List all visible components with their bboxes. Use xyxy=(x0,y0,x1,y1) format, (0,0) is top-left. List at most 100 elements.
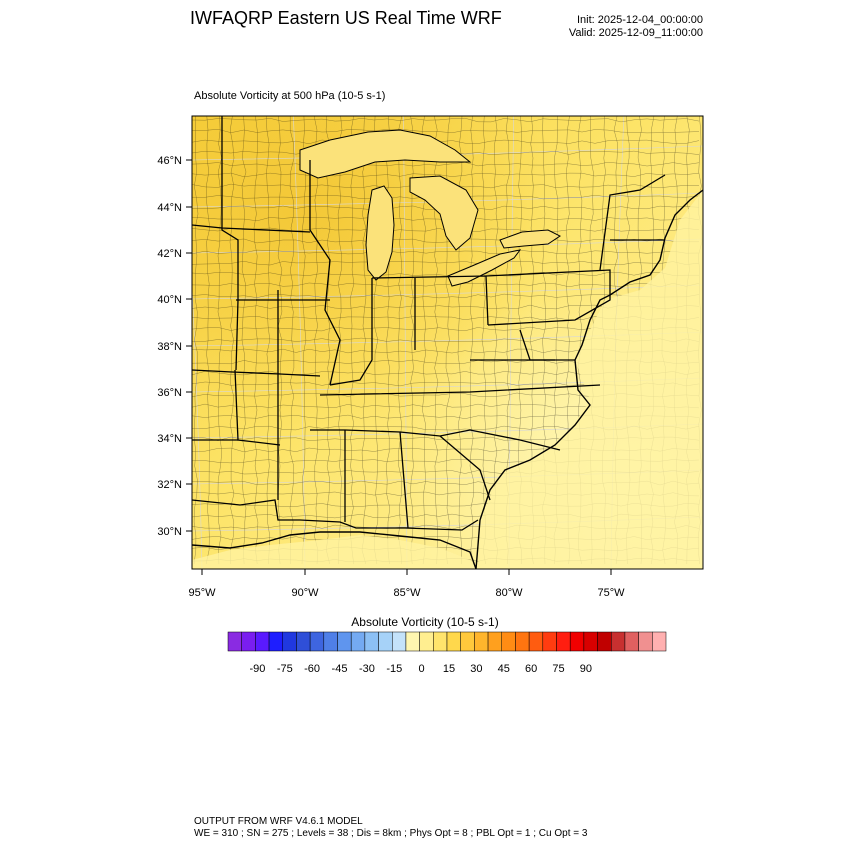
county-line xyxy=(266,116,271,565)
colorbar-swatch xyxy=(392,631,407,652)
colorbar-tick-label: 15 xyxy=(443,663,455,675)
county-line xyxy=(337,116,343,565)
colorbar-swatch xyxy=(255,631,270,652)
county-line xyxy=(325,116,331,565)
colorbar-swatch xyxy=(364,631,379,652)
county-line xyxy=(397,116,403,565)
latitude-axis: 46°N 44°N 42°N 40°N 38°N 36°N 34°N 32°N 30°N xyxy=(157,155,192,538)
colorbar-tick-label: -15 xyxy=(386,663,402,675)
lat-gridline xyxy=(192,238,703,254)
county-line xyxy=(192,227,700,233)
colorbar-swatch xyxy=(583,631,598,652)
lake-huron xyxy=(409,175,479,251)
colorbar-swatch xyxy=(282,631,297,652)
county-line xyxy=(192,162,700,167)
lat-label: 40°N xyxy=(157,294,182,306)
colorbar-tick-label: -75 xyxy=(277,663,293,675)
colorbar-tick-label: 75 xyxy=(552,663,564,675)
county-line xyxy=(469,116,474,565)
county-line xyxy=(386,116,390,565)
longitude-axis: 95°W 90°W 85°W 80°W 75°W xyxy=(188,569,625,599)
lat-label: 36°N xyxy=(157,387,182,399)
lon-label: 85°W xyxy=(393,587,421,599)
colorbar-swatch xyxy=(227,631,242,652)
lat-label: 30°N xyxy=(157,526,182,538)
colorbar-swatch xyxy=(446,631,461,652)
colorbar-swatch xyxy=(296,631,311,652)
valid-time: Valid: 2025-12-09_11:00:00 xyxy=(568,27,703,39)
county-line xyxy=(205,116,210,565)
colorbar-swatch xyxy=(542,631,557,652)
colorbar-swatch xyxy=(652,631,667,652)
county-line xyxy=(301,116,307,565)
colorbar-swatch xyxy=(611,631,626,652)
colorbar-tick-label: -30 xyxy=(359,663,375,675)
county-line xyxy=(192,261,700,266)
county-line xyxy=(313,116,319,565)
colorbar-swatch xyxy=(460,631,475,652)
colorbar-swatch xyxy=(433,631,448,652)
colorbar-title: Absolute Vorticity (10-5 s-1) xyxy=(351,615,499,629)
colorbar-tick-label: 90 xyxy=(580,663,592,675)
init-time: Init: 2025-12-04_00:00:00 xyxy=(577,14,703,26)
colorbar-swatch xyxy=(556,631,571,652)
county-line xyxy=(192,282,700,288)
colorbar-swatch xyxy=(624,631,639,652)
colorbar-swatch xyxy=(405,631,420,652)
county-line xyxy=(217,116,222,565)
field-title: Absolute Vorticity at 500 hPa (10-5 s-1) xyxy=(194,90,386,102)
lat-label: 32°N xyxy=(157,479,182,491)
county-line xyxy=(192,217,700,221)
colorbar-tick-label: -60 xyxy=(304,663,320,675)
colorbar-swatch xyxy=(378,631,393,652)
colorbar-swatch xyxy=(515,631,530,652)
colorbar-tick-label: 45 xyxy=(498,663,510,675)
map-panel xyxy=(192,116,703,569)
county-line xyxy=(192,271,699,277)
colorbar-tick-label: -90 xyxy=(249,663,265,675)
footer-line-2: WE = 310 ; SN = 275 ; Levels = 38 ; Dis … xyxy=(194,828,588,839)
county-line xyxy=(350,116,355,565)
county-line xyxy=(289,116,295,565)
lat-label: 38°N xyxy=(157,341,182,353)
lake-superior xyxy=(299,129,472,179)
atlantic-ocean xyxy=(478,190,703,569)
lon-label: 80°W xyxy=(495,587,523,599)
lat-label: 34°N xyxy=(157,433,182,445)
colorbar-labels: -90 -75 -60 -45 -30 -15 0 15 30 45 60 75 90 xyxy=(249,663,592,675)
state-borders xyxy=(192,116,666,531)
lon-label: 95°W xyxy=(188,587,216,599)
colorbar-swatch xyxy=(501,631,516,652)
model-footer: OUTPUT FROM WRF V4.6.1 MODEL WE = 310 ; … xyxy=(194,816,587,840)
colorbar xyxy=(227,631,667,652)
lat-label: 44°N xyxy=(157,202,182,214)
county-line xyxy=(192,129,700,134)
coastlines xyxy=(192,189,703,569)
colorbar-swatch xyxy=(638,631,653,652)
county-line xyxy=(481,116,486,565)
map-frame xyxy=(191,115,704,570)
county-line xyxy=(373,116,379,565)
colorbar-swatch xyxy=(309,631,325,652)
colorbar-tick-label: 60 xyxy=(525,663,537,675)
colorbar-swatch xyxy=(268,631,283,652)
colorbar-swatch xyxy=(528,631,544,652)
lat-label: 42°N xyxy=(157,248,182,260)
county-line xyxy=(241,116,247,565)
footer-line-1: OUTPUT FROM WRF V4.6.1 MODEL xyxy=(194,816,363,827)
county-line xyxy=(192,249,700,255)
colorbar-tick-label: 30 xyxy=(470,663,482,675)
county-line xyxy=(445,116,451,565)
colorbar-swatch xyxy=(569,631,585,652)
county-line xyxy=(361,116,367,565)
gulf-of-mexico xyxy=(192,535,478,569)
county-line xyxy=(192,118,700,123)
county-line xyxy=(253,116,259,565)
colorbar-swatch xyxy=(474,631,489,652)
county-line xyxy=(192,172,700,177)
colorbar-swatch xyxy=(597,631,612,652)
colorbar-swatch xyxy=(419,631,434,652)
county-line xyxy=(229,116,235,565)
great-lakes xyxy=(299,129,561,287)
